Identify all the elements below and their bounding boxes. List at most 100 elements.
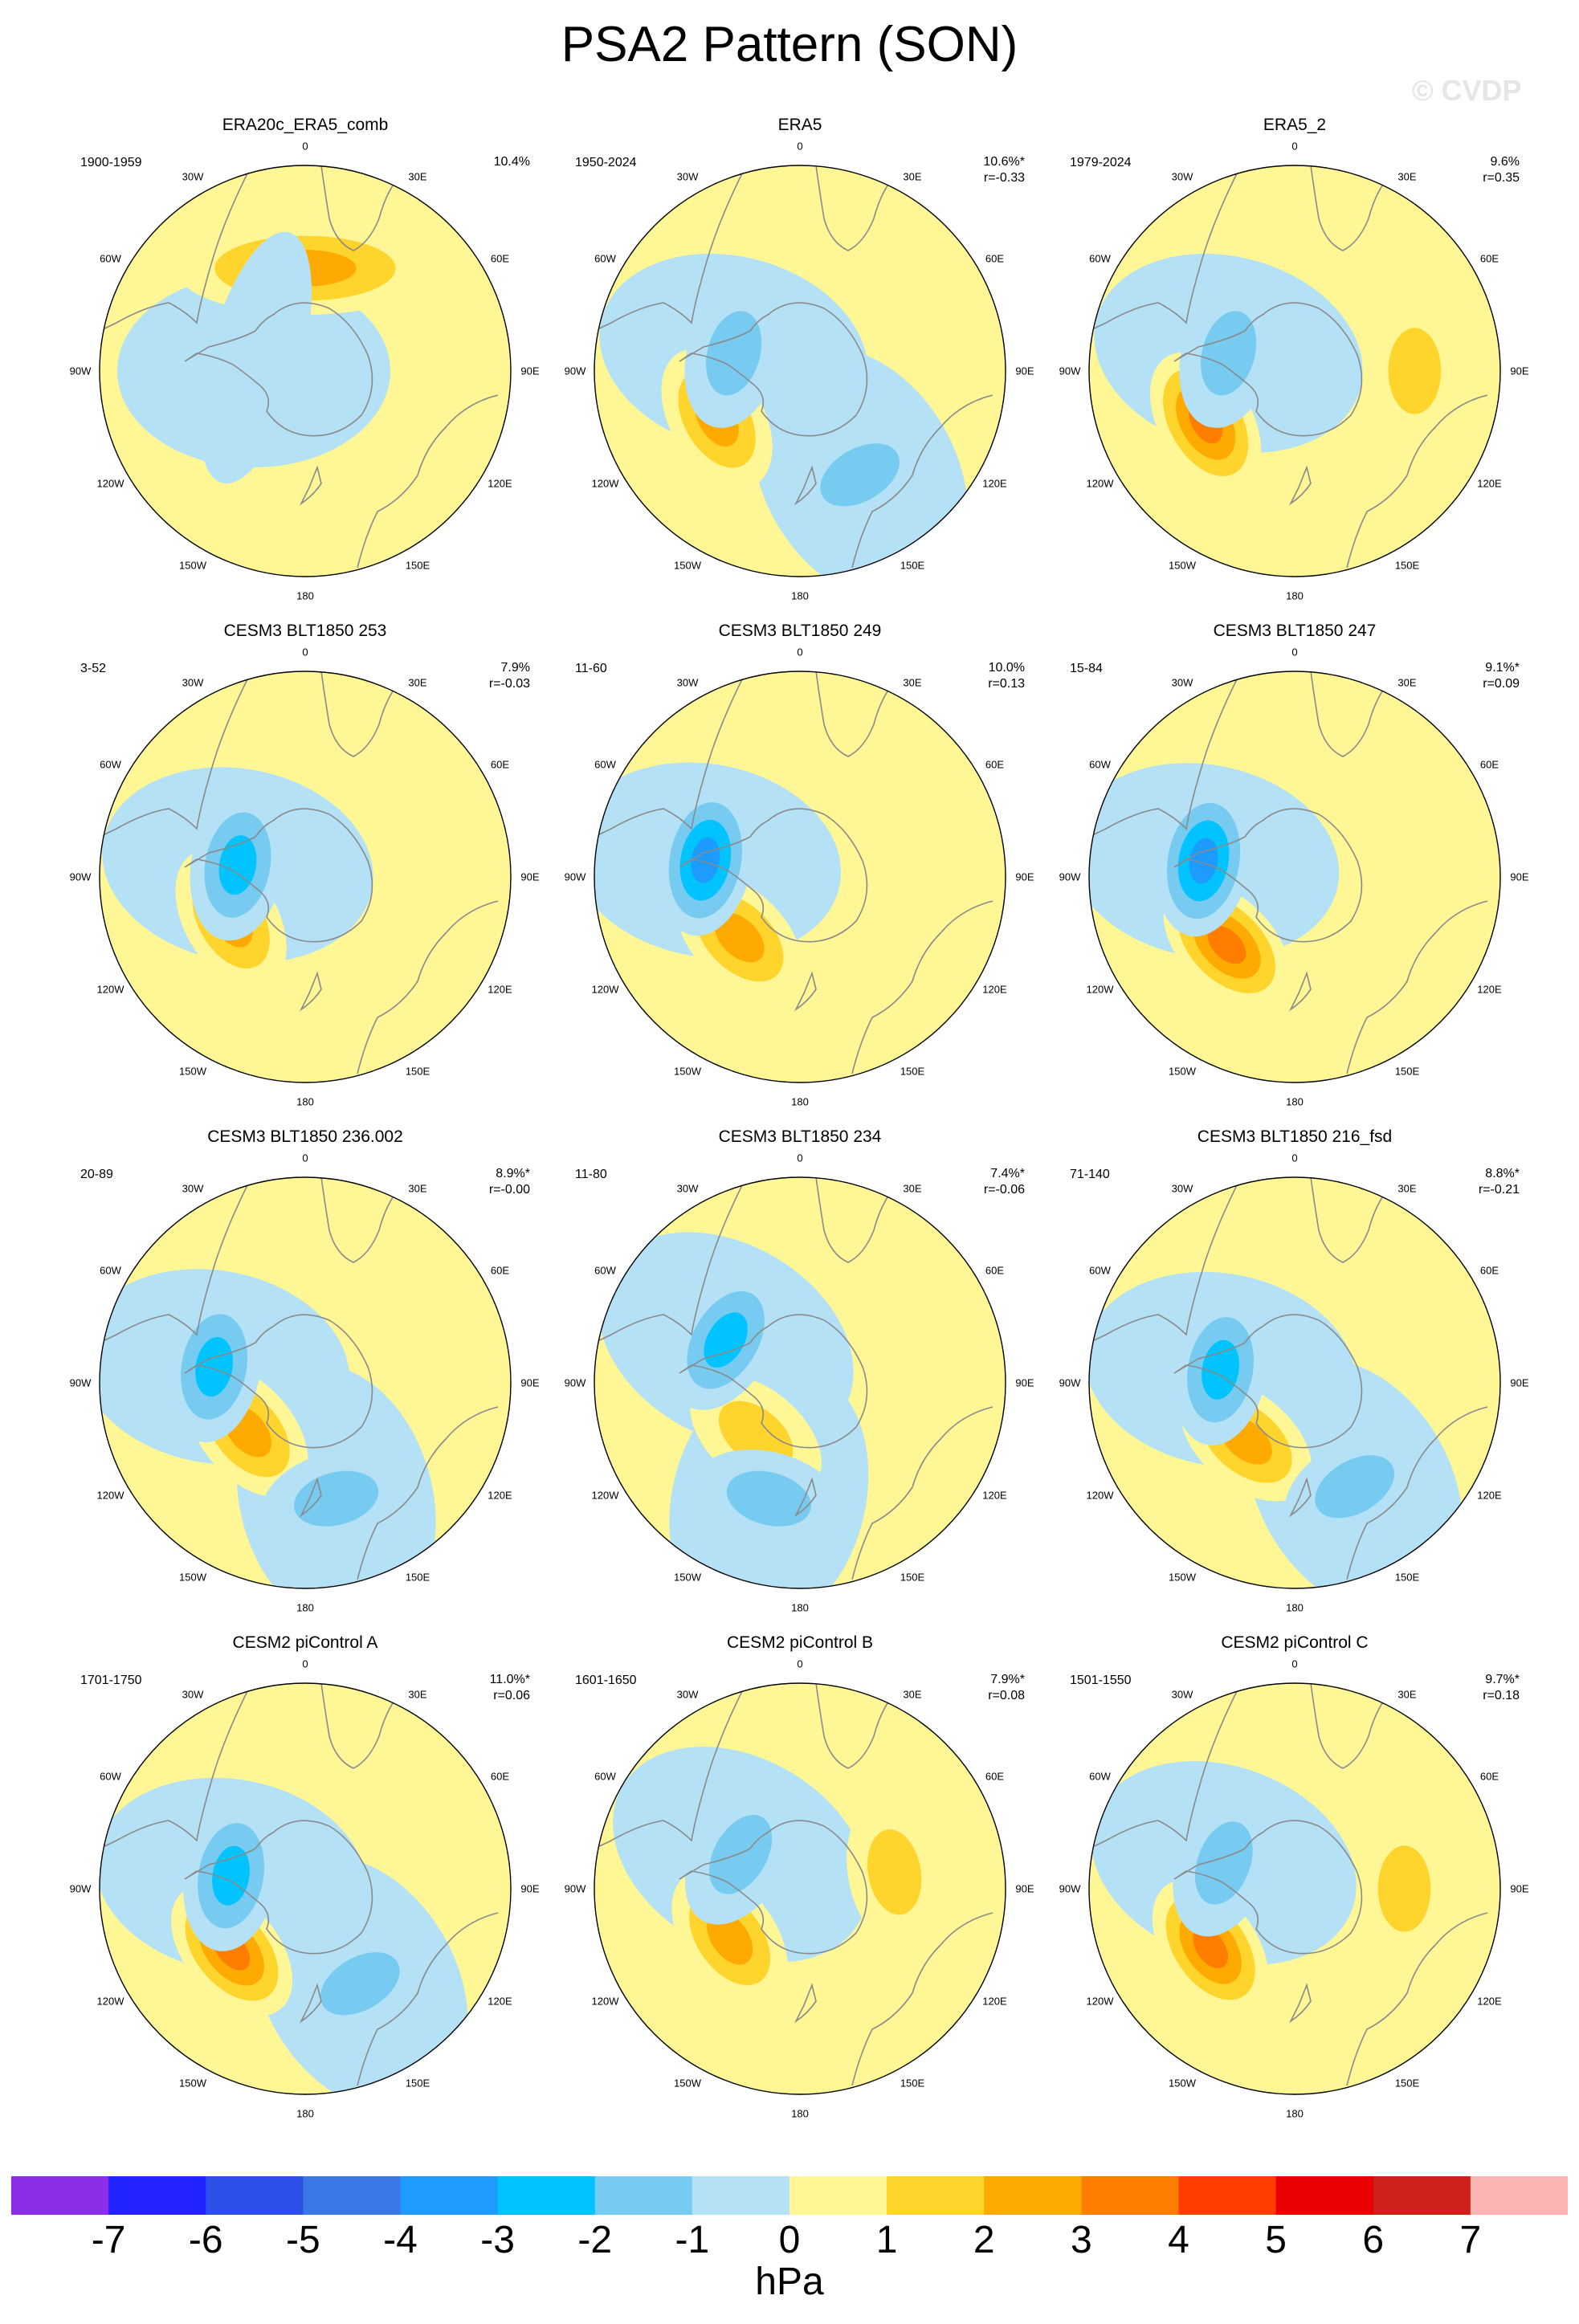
coastline	[794, 1983, 817, 2024]
polar-map	[1088, 671, 1501, 1083]
longitude-label: 120E	[982, 983, 1007, 996]
coastline	[1288, 1983, 1312, 2024]
longitude-label: 120W	[96, 1995, 124, 2008]
panel-title: ERA5_2	[1263, 116, 1327, 134]
longitude-label: 30E	[408, 1688, 427, 1700]
colorbar-tick-label: -6	[188, 2219, 223, 2261]
map-border	[594, 165, 1006, 577]
coastline	[299, 465, 322, 506]
panel-variance: 9.7%* r=0.18	[1483, 1672, 1520, 1704]
longitude-label: 90W	[564, 870, 586, 883]
coastline	[299, 971, 322, 1012]
panel-variance: 10.6%* r=-0.33	[983, 154, 1025, 186]
coastline	[1310, 165, 1388, 251]
map-border	[1088, 1176, 1501, 1589]
longitude-label: 150W	[674, 1065, 701, 1078]
coastline	[1089, 1181, 1239, 1343]
longitude-label: 60E	[1479, 758, 1499, 771]
coastline	[851, 900, 994, 1074]
coastline	[1089, 169, 1239, 332]
longitude-label: 60E	[490, 1770, 510, 1783]
coastline	[1089, 1687, 1239, 1849]
longitude-label: 120E	[1477, 477, 1502, 490]
coastline	[1288, 1477, 1312, 1518]
colorbar-swatch	[1275, 2176, 1374, 2215]
panel-variance: 10.0% r=0.13	[988, 660, 1025, 692]
longitude-label: 90W	[564, 365, 586, 377]
coastline	[1173, 1820, 1363, 1955]
longitude-label: 60E	[985, 758, 1005, 771]
colorbar-swatch	[1178, 2176, 1277, 2215]
longitude-label: 90W	[69, 870, 92, 883]
longitude-label: 30W	[182, 676, 204, 688]
pattern-correlation: r=-0.06	[983, 1183, 1025, 1197]
longitude-label: 150W	[179, 559, 206, 572]
coastline	[1173, 1314, 1363, 1449]
colorbar-swatch	[400, 2176, 499, 2215]
longitude-label: 180	[1286, 1601, 1304, 1614]
negative-anomaly-contour	[199, 231, 312, 484]
negative-anomaly-contour	[1194, 1821, 1253, 1905]
longitude-label: 120E	[488, 1995, 512, 2008]
coastlines	[594, 165, 994, 569]
polar-map	[99, 1682, 512, 2095]
coastline	[794, 465, 817, 506]
longitude-label: 60E	[985, 252, 1005, 265]
positive-anomaly-contour	[1207, 925, 1246, 964]
longitude-label: 120W	[1086, 1489, 1114, 1502]
longitude-label: 150E	[405, 559, 430, 572]
coastlines	[594, 671, 994, 1074]
longitude-label: 60E	[1479, 252, 1499, 265]
longitude-label: 150W	[179, 1571, 206, 1584]
pattern-correlation: r=0.18	[1483, 1689, 1520, 1702]
longitude-label: 30W	[1171, 1688, 1193, 1700]
colorbar-tick-label: -3	[480, 2219, 515, 2261]
colorbar	[11, 2176, 1568, 2215]
variance-explained: 9.6%	[1490, 155, 1520, 169]
longitude-label: 30E	[408, 676, 427, 688]
coastlines	[100, 1177, 499, 1580]
pattern-correlation: r=-0.21	[1478, 1183, 1520, 1197]
coastline	[100, 169, 250, 332]
colorbar-swatch	[1373, 2176, 1471, 2215]
coastline	[679, 302, 868, 437]
longitude-label: 90E	[520, 870, 540, 883]
longitude-label: 90E	[1015, 365, 1034, 377]
pattern-correlation: r=-0.03	[488, 677, 530, 691]
coastline	[320, 671, 398, 757]
panel-period: 11-60	[575, 662, 607, 675]
colorbar-tick-label: 2	[973, 2219, 995, 2261]
panel-variance: 9.1%* r=0.09	[1483, 660, 1520, 692]
variance-explained: 11.0%*	[489, 1673, 530, 1686]
longitude-label: 150E	[405, 2077, 430, 2090]
longitude-label: 150E	[900, 2077, 925, 2090]
longitude-label: 60W	[1089, 1264, 1111, 1277]
panel-title: CESM3 BLT1850 247	[1213, 622, 1377, 640]
longitude-label: 120W	[1086, 1995, 1114, 2008]
longitude-label: 0	[302, 646, 308, 658]
panel-variance: 9.6% r=0.35	[1483, 154, 1520, 186]
longitude-label: 90E	[1510, 365, 1529, 377]
longitude-label: 60E	[985, 1264, 1005, 1277]
longitude-label: 150E	[405, 1571, 430, 1584]
longitude-label: 90E	[1510, 870, 1529, 883]
longitude-label: 0	[797, 140, 803, 153]
longitude-label: 60W	[100, 758, 121, 771]
pattern-correlation: r=0.06	[493, 1689, 530, 1702]
longitude-label: 150E	[900, 1571, 925, 1584]
coastlines	[1089, 1683, 1488, 2086]
colorbar-swatch	[692, 2176, 790, 2215]
negative-anomaly-contour	[320, 1952, 400, 2016]
pattern-correlation: r=-0.00	[488, 1183, 530, 1197]
longitude-label: 120E	[488, 983, 512, 996]
positive-anomaly-contour	[1388, 328, 1442, 414]
polar-map	[1088, 1176, 1501, 1589]
coastline	[794, 1477, 817, 1518]
coastline	[1089, 675, 1239, 838]
longitude-label: 120E	[488, 1489, 512, 1502]
polar-map	[594, 1682, 1006, 2095]
colorbar-tick-label: 7	[1459, 2219, 1482, 2261]
coastlines	[100, 165, 499, 569]
longitude-label: 90E	[520, 1376, 540, 1389]
panel-period: 15-84	[1070, 662, 1103, 675]
